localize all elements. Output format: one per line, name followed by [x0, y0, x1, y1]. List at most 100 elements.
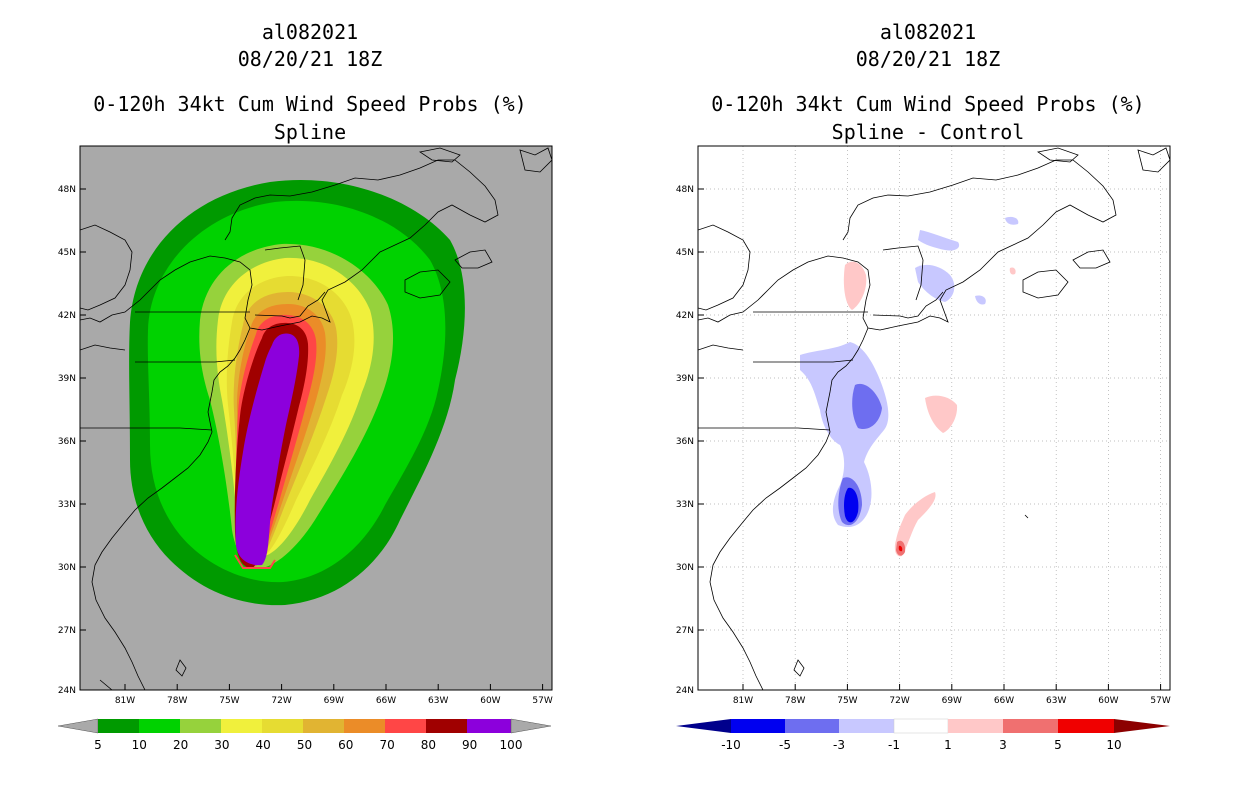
left-colorbar-high-arrow — [510, 718, 552, 734]
right-lon-axis: 81W 78W 75W 72W 69W 66W 63W 60W 57W — [733, 684, 1171, 706]
cb-right-mid-red — [1003, 719, 1058, 733]
left-lat-label: 33N — [58, 500, 76, 510]
right-colorbar-labels: -10 -5 -3 -1 1 3 5 10 — [721, 738, 1121, 752]
left-lat-label: 24N — [58, 686, 76, 696]
left-lon-label: 75W — [219, 696, 239, 706]
contour-90 — [235, 333, 300, 566]
left-colorbar-label: 5 — [94, 738, 102, 752]
cb-right-high-arrow — [1114, 719, 1170, 733]
right-lon-label: 57W — [1150, 696, 1170, 706]
left-colorbar-labels: 5 10 20 30 40 50 60 70 80 90 100 — [94, 738, 522, 752]
cb-left-20 — [180, 719, 221, 733]
cb-left-70 — [385, 719, 426, 733]
left-colorbar-label: 40 — [256, 738, 271, 752]
cb-left-90 — [467, 719, 511, 733]
cb-left-30 — [221, 719, 262, 733]
left-lat-label: 30N — [58, 563, 76, 573]
right-lat-label: 45N — [676, 248, 694, 258]
left-probability-contours — [129, 179, 465, 606]
right-colorbar-label: -1 — [888, 738, 900, 752]
pos-red-blob — [898, 545, 903, 552]
left-lon-label: 60W — [480, 696, 500, 706]
right-colorbar-label: 10 — [1106, 738, 1121, 752]
cb-left-60 — [344, 719, 385, 733]
left-lat-label: 48N — [58, 185, 76, 195]
right-colorbar-label: 1 — [944, 738, 952, 752]
left-colorbar-label: 100 — [500, 738, 523, 752]
cb-right-white — [893, 718, 949, 734]
left-colorbar-label: 30 — [214, 738, 229, 752]
right-lat-label: 24N — [676, 686, 694, 696]
left-date: 08/20/21 18Z — [237, 47, 383, 71]
neg-light-blob-2 — [918, 230, 960, 251]
left-colorbar-label: 20 — [173, 738, 188, 752]
left-colorbar-label: 60 — [338, 738, 353, 752]
cb-left-80 — [426, 719, 467, 733]
left-colorbar-label: 80 — [421, 738, 436, 752]
right-map-frame — [697, 145, 1171, 691]
cb-left-50 — [303, 719, 344, 733]
right-colorbar-label: -5 — [779, 738, 791, 752]
left-coastlines — [80, 147, 552, 690]
right-lat-label: 36N — [676, 437, 694, 447]
left-colorbar: 5 10 20 30 40 50 60 70 80 90 100 — [57, 718, 552, 752]
cb-right-mid-blue — [785, 719, 839, 733]
right-coastlines — [698, 147, 1170, 690]
left-map-frame — [79, 145, 553, 691]
left-lat-label: 27N — [58, 626, 76, 636]
right-colorbar-label: -10 — [721, 738, 741, 752]
left-lon-label: 63W — [428, 696, 448, 706]
left-lat-label: 45N — [58, 248, 76, 258]
left-lat-label: 42N — [58, 311, 76, 321]
cb-right-light-red — [948, 719, 1003, 733]
left-map: 48N 45N 42N 39N 36N 33N 30N 27N 24N 81W 78W 75W 72W… — [58, 145, 553, 706]
left-colorbar-label: 70 — [379, 738, 394, 752]
neg-light-blob-4 — [1005, 216, 1019, 225]
right-lon-label: 60W — [1098, 696, 1118, 706]
cb-left-40 — [262, 719, 303, 733]
right-lon-label: 78W — [785, 696, 805, 706]
left-lat-axis: 48N 45N 42N 39N 36N 33N 30N 27N 24N — [58, 185, 86, 696]
left-product-title: 0-120h 34kt Cum Wind Speed Probs (%) — [93, 92, 527, 116]
left-lon-label: 78W — [167, 696, 187, 706]
right-date: 08/20/21 18Z — [855, 47, 1001, 71]
right-difference-contours — [800, 216, 1019, 557]
right-lon-label: 69W — [942, 696, 962, 706]
cb-left-10 — [139, 719, 180, 733]
left-colorbar-low-arrow — [57, 718, 99, 734]
pos-light-blob-3 — [894, 492, 936, 557]
right-lon-label: 63W — [1046, 696, 1066, 706]
left-lon-label: 57W — [532, 696, 552, 706]
right-map: 48N 45N 42N 39N 36N 33N 30N 27N 24N 81W 78W 75W 72W… — [676, 145, 1171, 706]
right-lon-label: 66W — [994, 696, 1014, 706]
contour-tip — [234, 554, 276, 569]
cb-left-5 — [98, 719, 139, 733]
left-lon-label: 81W — [115, 696, 135, 706]
left-colorbar-label: 50 — [297, 738, 312, 752]
right-lat-label: 30N — [676, 563, 694, 573]
right-lon-label: 72W — [889, 696, 909, 706]
left-colorbar-label: 10 — [132, 738, 147, 752]
neg-blue-blob — [844, 487, 859, 523]
cb-right-light-blue — [839, 719, 894, 733]
right-colorbar: -10 -5 -3 -1 1 3 5 10 — [676, 718, 1170, 752]
right-product-title: 0-120h 34kt Cum Wind Speed Probs (%) — [711, 92, 1145, 116]
left-lat-label: 39N — [58, 374, 76, 384]
neg-light-blob-5 — [975, 295, 986, 305]
right-lon-label: 75W — [837, 696, 857, 706]
right-lon-label: 81W — [733, 696, 753, 706]
cb-right-blue — [731, 719, 785, 733]
cb-right-low-arrow — [676, 719, 731, 733]
right-lat-label: 27N — [676, 626, 694, 636]
pos-light-blob-4 — [1009, 267, 1016, 275]
left-lon-label: 66W — [376, 696, 396, 706]
cb-right-red — [1058, 719, 1114, 733]
right-colorbar-label: 5 — [1054, 738, 1062, 752]
left-subtitle: Spline — [273, 120, 347, 144]
left-lon-axis: 81W 78W 75W 72W 69W 66W 63W 60W 57W — [115, 684, 553, 706]
left-lat-label: 36N — [58, 437, 76, 447]
right-lat-label: 48N — [676, 185, 694, 195]
right-lat-label: 33N — [676, 500, 694, 510]
left-lon-label: 72W — [271, 696, 291, 706]
